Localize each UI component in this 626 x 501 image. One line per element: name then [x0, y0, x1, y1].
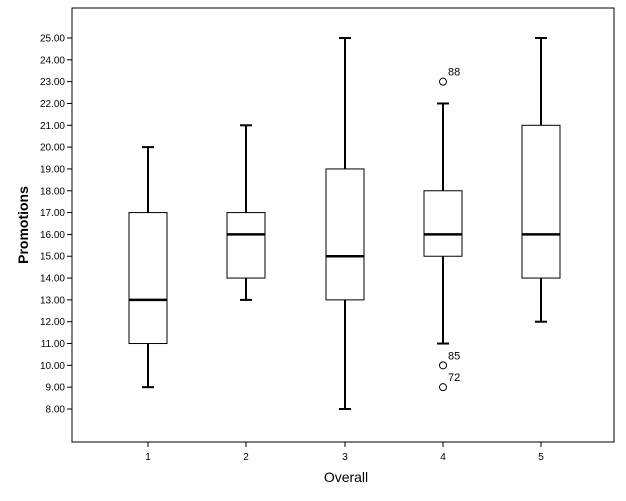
x-tick-label: 1: [145, 452, 151, 463]
x-tick-label: 3: [342, 452, 348, 463]
y-tick-label: 20.00: [40, 143, 65, 154]
iqr-box: [521, 124, 561, 279]
y-tick-label: 24.00: [40, 55, 65, 66]
y-tick-label: 17.00: [40, 208, 65, 219]
y-tick-label: 10.00: [40, 361, 65, 372]
y-tick-label: 13.00: [40, 295, 65, 306]
iqr-box: [128, 212, 168, 345]
x-tick-label: 5: [538, 452, 544, 463]
iqr-box: [226, 212, 266, 279]
y-tick-label: 22.00: [40, 99, 65, 110]
iqr-box: [423, 190, 463, 257]
box-5: [521, 37, 561, 323]
y-tick-label: 11.00: [41, 339, 66, 350]
outlier-label: 72: [448, 372, 460, 384]
y-tick-label: 12.00: [40, 317, 65, 328]
y-tick-label: 18.00: [40, 186, 65, 197]
y-tick-label: 15.00: [40, 252, 65, 263]
y-tick-label: 14.00: [40, 274, 65, 285]
y-tick-label: 23.00: [40, 77, 65, 88]
y-tick-label: 25.00: [40, 34, 65, 45]
y-axis-title: Promotions: [15, 186, 31, 264]
box-4: 88 85 72: [423, 67, 463, 392]
x-axis-title: Overall: [324, 469, 368, 485]
box-1: [128, 146, 168, 389]
outlier-label: 85: [448, 350, 460, 362]
y-tick-label: 9.00: [46, 383, 66, 394]
x-tick-label: 2: [243, 452, 249, 463]
box-2: [226, 124, 266, 301]
x-tick-label: 4: [440, 452, 446, 463]
boxes-group: 88 85 72: [128, 37, 561, 410]
y-tick-label: 16.00: [40, 230, 65, 241]
outlier-point: [439, 383, 447, 392]
iqr-box: [325, 168, 365, 301]
outlier-label: 88: [448, 67, 460, 79]
box-3: [325, 37, 365, 410]
outlier-point: [439, 77, 447, 86]
x-axis-ticks: 1 2 3 4 5: [145, 442, 544, 463]
outlier-point: [439, 361, 447, 370]
y-axis-ticks: 8.00 9.00 10.00 11.00 12.00 13.00 14.00 15.00 16…: [40, 34, 72, 416]
y-tick-label: 21.00: [40, 121, 65, 132]
y-tick-label: 19.00: [40, 164, 65, 175]
y-tick-label: 8.00: [46, 405, 66, 416]
